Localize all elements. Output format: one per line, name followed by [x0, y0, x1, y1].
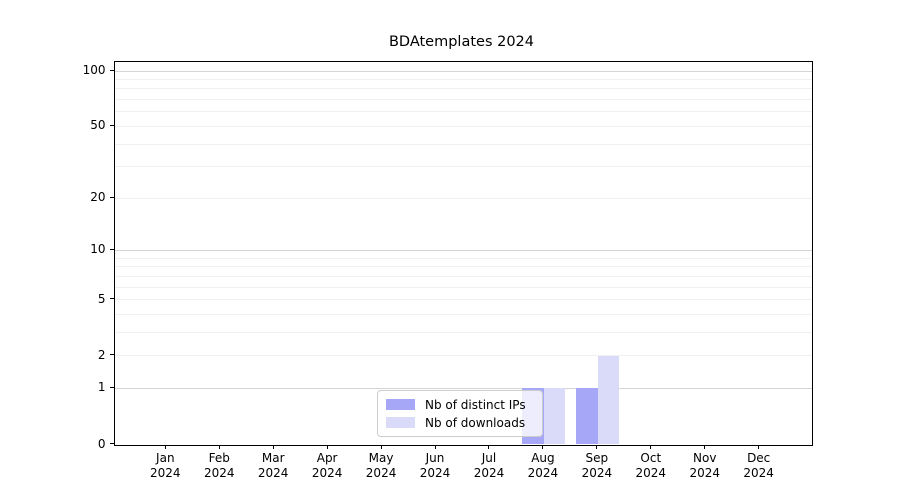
x-tick-label-line: Jul: [481, 450, 497, 465]
gridline-major: [114, 70, 812, 72]
gridline-major: [114, 249, 812, 251]
x-tick-mark: [434, 444, 436, 449]
x-tick-label: May 2024: [354, 451, 408, 481]
y-tick-label: 2: [97, 347, 106, 362]
x-tick-mark: [488, 444, 490, 449]
x-tick-mark: [704, 444, 706, 449]
legend-row: Nb of distinct IPs: [386, 398, 534, 412]
x-tick-label-line: 2024: [257, 465, 289, 480]
x-tick-label-line: Mar: [261, 450, 285, 465]
gridline-minor: [114, 88, 812, 90]
x-tick-label-line: May: [368, 450, 394, 465]
y-tick-label: 0: [97, 436, 106, 451]
y-tick-mark: [109, 124, 114, 126]
gridline-minor: [114, 299, 812, 301]
x-tick-label-line: Oct: [640, 450, 662, 465]
x-tick-mark: [272, 444, 274, 449]
x-tick-mark: [596, 444, 598, 449]
y-tick-mark: [109, 354, 114, 356]
y-tick-mark: [109, 248, 114, 250]
y-tick-label: 10: [90, 242, 106, 257]
y-tick-mark: [109, 196, 114, 198]
legend-swatch: [386, 399, 415, 410]
gridline-minor: [114, 275, 812, 277]
y-tick-label: 5: [97, 291, 106, 306]
x-tick-label: Mar 2024: [246, 451, 300, 481]
x-tick-mark: [380, 444, 382, 449]
gridline-minor: [114, 143, 812, 145]
x-tick-label-line: Apr: [316, 450, 338, 465]
x-tick-label: Dec 2024: [732, 451, 786, 481]
x-tick-label: Aug 2024: [516, 451, 570, 481]
x-tick-label-line: Dec: [747, 450, 771, 465]
y-tick-label: 50: [90, 118, 106, 133]
x-tick-label: Sep 2024: [570, 451, 624, 481]
gridline-minor: [114, 266, 812, 268]
y-tick-mark: [109, 69, 114, 71]
x-tick-label: Apr 2024: [300, 451, 354, 481]
x-tick-label: Nov 2024: [678, 451, 732, 481]
gridline-minor: [114, 197, 812, 199]
x-tick-label-line: Feb: [208, 450, 230, 465]
legend-row: Nb of downloads: [386, 416, 534, 430]
y-tick-label: 1: [97, 380, 106, 395]
x-tick-mark: [164, 444, 166, 449]
gridline-minor: [114, 286, 812, 288]
y-tick-label: 100: [82, 63, 106, 78]
gridline-major: [114, 387, 812, 389]
gridline-minor: [114, 313, 812, 315]
x-tick-label-line: 2024: [150, 465, 181, 480]
gridline-minor: [114, 166, 812, 168]
x-tick-label-line: 2024: [581, 465, 613, 480]
chart-title: BDAtemplates 2024: [388, 34, 535, 50]
gridline-minor: [114, 355, 812, 357]
legend-label: Nb of distinct IPs: [425, 397, 526, 412]
x-tick-label-line: Jan: [156, 450, 175, 465]
bar-downloads: [597, 355, 620, 445]
gridline-minor: [114, 99, 812, 101]
x-tick-label: Jun 2024: [408, 451, 462, 481]
x-tick-label-line: Sep: [585, 450, 609, 465]
legend-label: Nb of downloads: [425, 415, 526, 430]
x-tick-label-line: Aug: [531, 450, 555, 465]
gridline-minor: [114, 111, 812, 113]
x-tick-mark: [650, 444, 652, 449]
x-tick-mark: [218, 444, 220, 449]
x-tick-label-line: 2024: [635, 465, 667, 480]
x-tick-label: Oct 2024: [624, 451, 678, 481]
x-tick-label-line: 2024: [527, 465, 559, 480]
plot-area: [113, 61, 813, 446]
x-tick-label-line: 2024: [743, 465, 774, 480]
x-tick-label-line: 2024: [473, 465, 505, 480]
y-tick-mark: [109, 386, 114, 388]
x-tick-label-line: Jun: [425, 450, 445, 465]
x-tick-mark: [326, 444, 328, 449]
legend: Nb of distinct IPs Nb of downloads: [377, 390, 543, 437]
gridline-minor: [114, 257, 812, 259]
x-tick-mark: [758, 444, 760, 449]
x-tick-label: Jul 2024: [462, 451, 516, 481]
x-tick-label-line: 2024: [689, 465, 721, 480]
x-tick-label: Jan 2024: [138, 451, 192, 481]
x-tick-label-line: Nov: [693, 450, 717, 465]
y-tick-mark: [109, 443, 114, 444]
legend-swatch: [386, 417, 415, 428]
gridline-minor: [114, 331, 812, 333]
y-tick-mark: [109, 298, 114, 300]
gridline-minor: [114, 125, 812, 127]
bar-distinct-ips: [576, 388, 598, 445]
x-tick-label-line: 2024: [365, 465, 397, 480]
x-tick-label: Feb 2024: [192, 451, 246, 481]
bar-downloads: [543, 388, 566, 445]
x-tick-label-line: 2024: [203, 465, 235, 480]
x-tick-label-line: 2024: [419, 465, 451, 480]
y-tick-label: 20: [90, 190, 106, 205]
x-tick-label-line: 2024: [311, 465, 343, 480]
gridline-minor: [114, 79, 812, 81]
x-tick-mark: [542, 444, 544, 449]
